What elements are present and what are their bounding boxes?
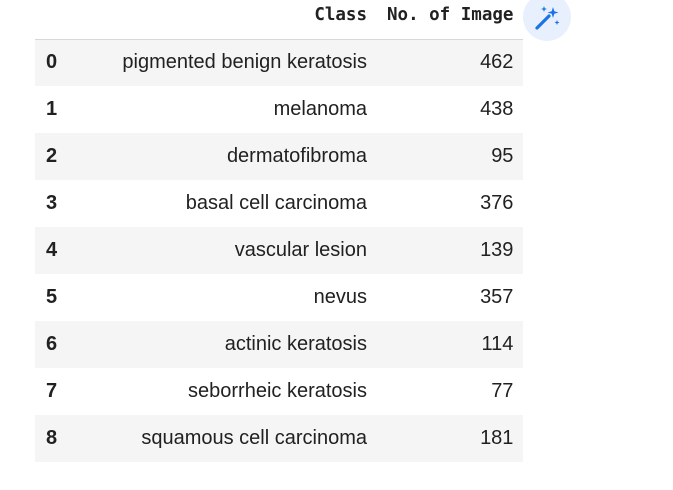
magic-wand-icon <box>535 6 560 30</box>
column-header-class: Class <box>68 0 377 40</box>
cell-count: 139 <box>480 239 514 261</box>
table-row: 0 pigmented benign keratosis 462 <box>35 39 524 86</box>
cell-count: 114 <box>481 333 514 355</box>
table-row: 4 vascular lesion 139 <box>35 227 524 274</box>
cell-count: 95 <box>491 145 514 167</box>
row-index: 2 <box>45 145 58 167</box>
index-header <box>35 0 68 40</box>
row-index: 5 <box>45 286 58 308</box>
table-body: 0 pigmented benign keratosis 462 1 melan… <box>35 39 524 462</box>
table-row: 8 squamous cell carcinoma 181 <box>35 415 524 462</box>
header-row: Class No. of Image <box>35 0 524 40</box>
cell-count: 357 <box>480 286 514 308</box>
cell-count: 77 <box>491 380 514 402</box>
row-index: 3 <box>45 192 58 214</box>
table-row: 2 dermatofibroma 95 <box>35 133 524 180</box>
cell-count: 462 <box>480 51 514 74</box>
cell-count: 438 <box>480 98 514 120</box>
dataframe-table: Class No. of Image 0 pigmented benign ke… <box>35 0 524 462</box>
row-index: 6 <box>45 333 58 355</box>
cell-class: vascular lesion <box>234 239 367 261</box>
row-index: 0 <box>45 51 58 74</box>
table-row: 1 melanoma 438 <box>35 86 524 133</box>
table-row: 6 actinic keratosis 114 <box>35 321 524 368</box>
column-header-count: No. of Image <box>377 0 524 40</box>
table-row: 7 seborrheic keratosis 77 <box>35 368 524 415</box>
cell-class: melanoma <box>273 98 367 120</box>
cell-class: seborrheic keratosis <box>188 380 367 402</box>
row-index: 7 <box>45 380 58 402</box>
table-header: Class No. of Image <box>35 0 524 40</box>
cell-count: 181 <box>480 427 514 449</box>
cell-class: dermatofibroma <box>226 145 367 167</box>
cell-class: nevus <box>313 286 367 308</box>
cell-class: pigmented benign keratosis <box>122 51 367 74</box>
row-index: 4 <box>45 239 58 261</box>
table-row: 5 nevus 357 <box>35 274 524 321</box>
row-index: 8 <box>45 427 58 449</box>
cell-class: squamous cell carcinoma <box>141 427 367 449</box>
cell-class: basal cell carcinoma <box>185 192 367 214</box>
magic-suggest-button[interactable] <box>523 0 571 41</box>
cell-count: 376 <box>480 192 514 214</box>
table-row: 3 basal cell carcinoma 376 <box>35 180 524 227</box>
row-index: 1 <box>45 98 58 120</box>
cell-class: actinic keratosis <box>224 333 367 355</box>
